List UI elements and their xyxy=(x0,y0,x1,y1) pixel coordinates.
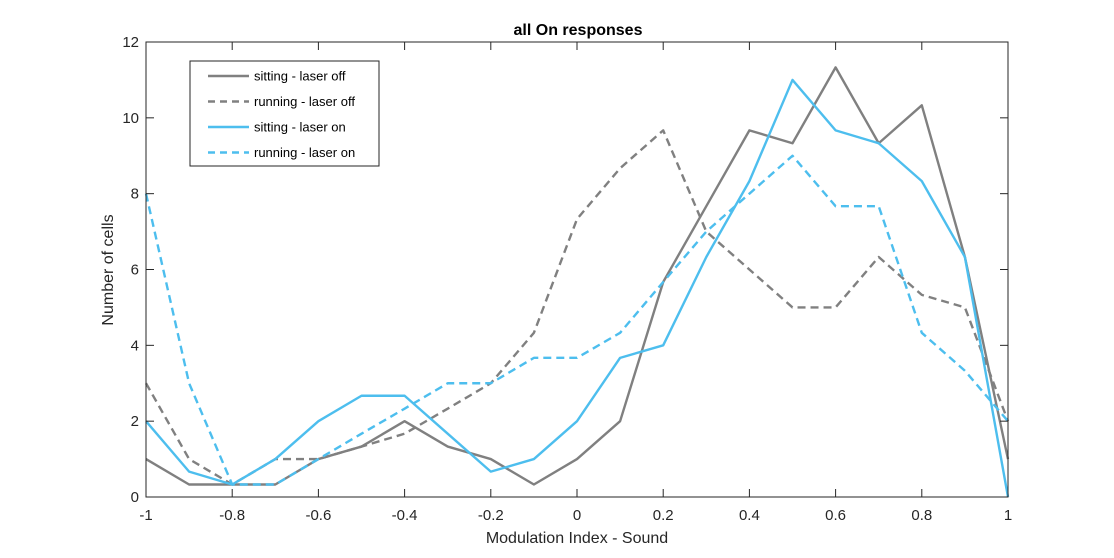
x-axis-label: Modulation Index - Sound xyxy=(486,530,668,547)
y-axis-ticks: 0 2 4 6 8 10 12 xyxy=(122,34,1008,506)
chart-title: all On responses xyxy=(514,22,643,39)
legend-label: running - laser off xyxy=(254,94,355,109)
y-tick-label: 4 xyxy=(131,337,139,354)
x-axis-ticks: -1 -0.8 -0.6 -0.4 -0.2 0 0.2 0.4 0.6 0.8 1 xyxy=(139,42,1012,524)
plot-area: -1 -0.8 -0.6 -0.4 -0.2 0 0.2 0.4 0.6 0.8 1 0 2 4 6 8 10… xyxy=(122,34,1012,524)
x-tick-label: -0.2 xyxy=(478,507,504,524)
y-tick-label: 6 xyxy=(131,262,139,279)
x-tick-label: -0.4 xyxy=(392,507,418,524)
series-lines xyxy=(144,66,1010,498)
x-tick-label: -1 xyxy=(139,507,152,524)
series-line-1 xyxy=(144,129,1010,486)
y-tick-label: 2 xyxy=(131,413,139,430)
legend-label: sitting - laser on xyxy=(254,120,346,135)
legend: sitting - laser off running - laser off si… xyxy=(189,60,380,167)
series-line-3 xyxy=(144,154,1009,486)
x-tick-label: 0.6 xyxy=(825,507,846,524)
x-tick-label: 1 xyxy=(1004,507,1012,524)
x-tick-label: -0.8 xyxy=(219,507,245,524)
y-tick-label: 12 xyxy=(122,34,139,51)
legend-box xyxy=(189,60,380,167)
x-tick-label: 0.8 xyxy=(911,507,932,524)
x-tick-label: -0.6 xyxy=(305,507,331,524)
legend-label: running - laser on xyxy=(254,145,355,160)
y-tick-label: 0 xyxy=(131,489,139,506)
x-tick-label: 0.4 xyxy=(739,507,760,524)
series-line-2 xyxy=(145,78,1010,498)
y-tick-label: 8 xyxy=(131,186,139,203)
x-tick-label: 0 xyxy=(573,507,581,524)
y-axis-label: Number of cells xyxy=(100,214,117,325)
legend-label: sitting - laser off xyxy=(254,69,346,84)
y-tick-label: 10 xyxy=(122,110,139,127)
x-tick-label: 0.2 xyxy=(653,507,674,524)
legend-entries: sitting - laser off running - laser off si… xyxy=(208,69,355,160)
